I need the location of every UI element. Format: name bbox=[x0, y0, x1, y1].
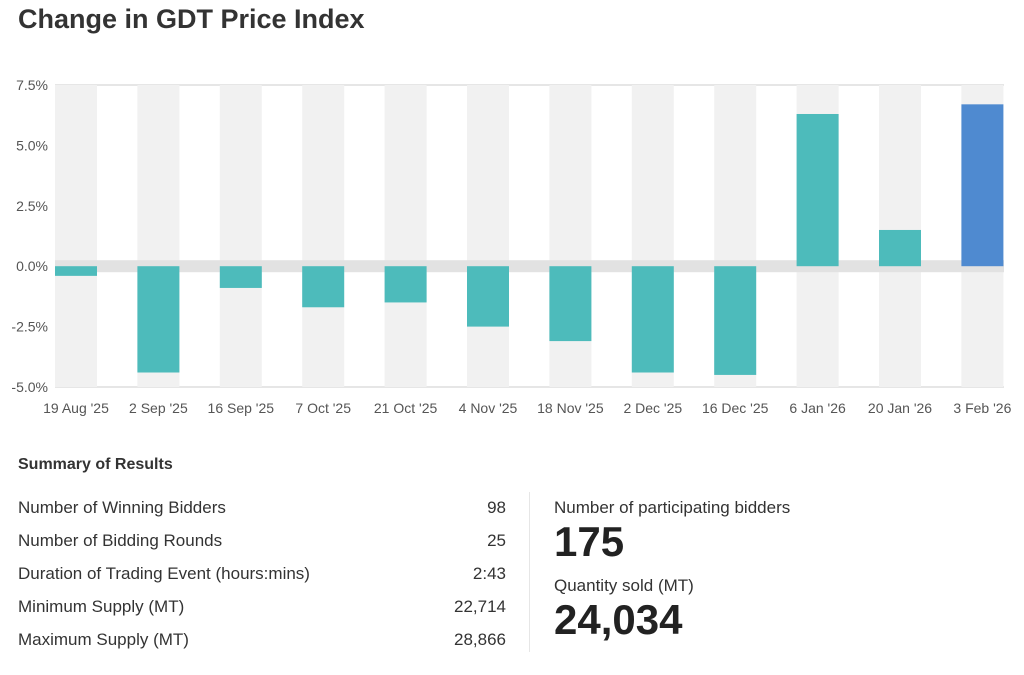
x-tick-label: 19 Aug '25 bbox=[43, 400, 109, 416]
row-label: Duration of Trading Event (hours:mins) bbox=[18, 564, 310, 583]
y-tick-label: -2.5% bbox=[11, 319, 48, 335]
bar bbox=[961, 104, 1004, 267]
x-tick-label: 2 Sep '25 bbox=[129, 400, 188, 416]
row-value: 98 bbox=[487, 498, 506, 517]
summary-row: Duration of Trading Event (hours:mins) 2:… bbox=[18, 564, 506, 584]
x-tick-label: 7 Oct '25 bbox=[295, 400, 351, 416]
bar-chart: 7.5% 5.0% 2.5% 0.0% -2.5% -5.0% 19 Aug '25 2 Se… bbox=[11, 77, 1011, 416]
bar bbox=[796, 113, 839, 267]
summary-row: Maximum Supply (MT) 28,866 bbox=[18, 630, 506, 650]
row-value: 2:43 bbox=[472, 564, 506, 583]
summary-row: Number of Bidding Rounds 25 bbox=[18, 531, 506, 551]
quantity-value: 24,034 bbox=[554, 596, 683, 643]
y-tick-label: 5.0% bbox=[16, 137, 48, 153]
x-tick-label: 18 Nov '25 bbox=[537, 400, 604, 416]
x-tick-label: 4 Nov '25 bbox=[459, 400, 518, 416]
row-label: Minimum Supply (MT) bbox=[18, 597, 185, 616]
category-band bbox=[302, 85, 345, 387]
bar bbox=[549, 266, 592, 342]
row-value: 22,714 bbox=[454, 597, 506, 616]
x-tick-label: 20 Jan '26 bbox=[868, 400, 932, 416]
divider bbox=[529, 492, 530, 652]
row-label: Number of Winning Bidders bbox=[18, 498, 226, 517]
bar bbox=[302, 266, 345, 308]
row-label: Maximum Supply (MT) bbox=[18, 630, 189, 649]
category-band bbox=[55, 85, 97, 387]
x-tick-label: 16 Dec '25 bbox=[702, 400, 769, 416]
chart-title: Change in GDT Price Index bbox=[18, 4, 365, 34]
x-tick-label: 16 Sep '25 bbox=[208, 400, 275, 416]
y-tick-label: 7.5% bbox=[16, 77, 48, 93]
bar bbox=[55, 266, 97, 276]
row-value: 28,866 bbox=[454, 630, 506, 649]
summary-row: Number of Winning Bidders 98 bbox=[18, 498, 506, 518]
x-tick-label: 2 Dec '25 bbox=[623, 400, 682, 416]
y-tick-label: 2.5% bbox=[16, 198, 48, 214]
x-tick-label: 3 Feb '26 bbox=[953, 400, 1011, 416]
category-band bbox=[219, 85, 262, 387]
bar bbox=[714, 266, 757, 375]
category-band bbox=[384, 85, 427, 387]
bar bbox=[219, 266, 262, 288]
x-tick-label: 6 Jan '26 bbox=[789, 400, 846, 416]
row-value: 25 bbox=[487, 531, 506, 550]
y-tick-label: 0.0% bbox=[16, 258, 48, 274]
bar bbox=[137, 266, 180, 373]
bar bbox=[384, 266, 427, 303]
bar bbox=[467, 266, 509, 327]
quantity-label: Quantity sold (MT) bbox=[554, 576, 694, 595]
bar bbox=[631, 266, 674, 373]
row-label: Number of Bidding Rounds bbox=[18, 531, 223, 550]
zero-line bbox=[55, 260, 1004, 273]
participating-label: Number of participating bidders bbox=[554, 498, 791, 517]
summary-title: Summary of Results bbox=[18, 456, 173, 473]
y-tick-label: -5.0% bbox=[11, 379, 48, 395]
category-band bbox=[467, 85, 509, 387]
category-band bbox=[549, 85, 592, 387]
summary-row: Minimum Supply (MT) 22,714 bbox=[18, 597, 506, 617]
bar bbox=[879, 229, 921, 267]
x-tick-label: 21 Oct '25 bbox=[374, 400, 438, 416]
participating-value: 175 bbox=[554, 518, 625, 565]
